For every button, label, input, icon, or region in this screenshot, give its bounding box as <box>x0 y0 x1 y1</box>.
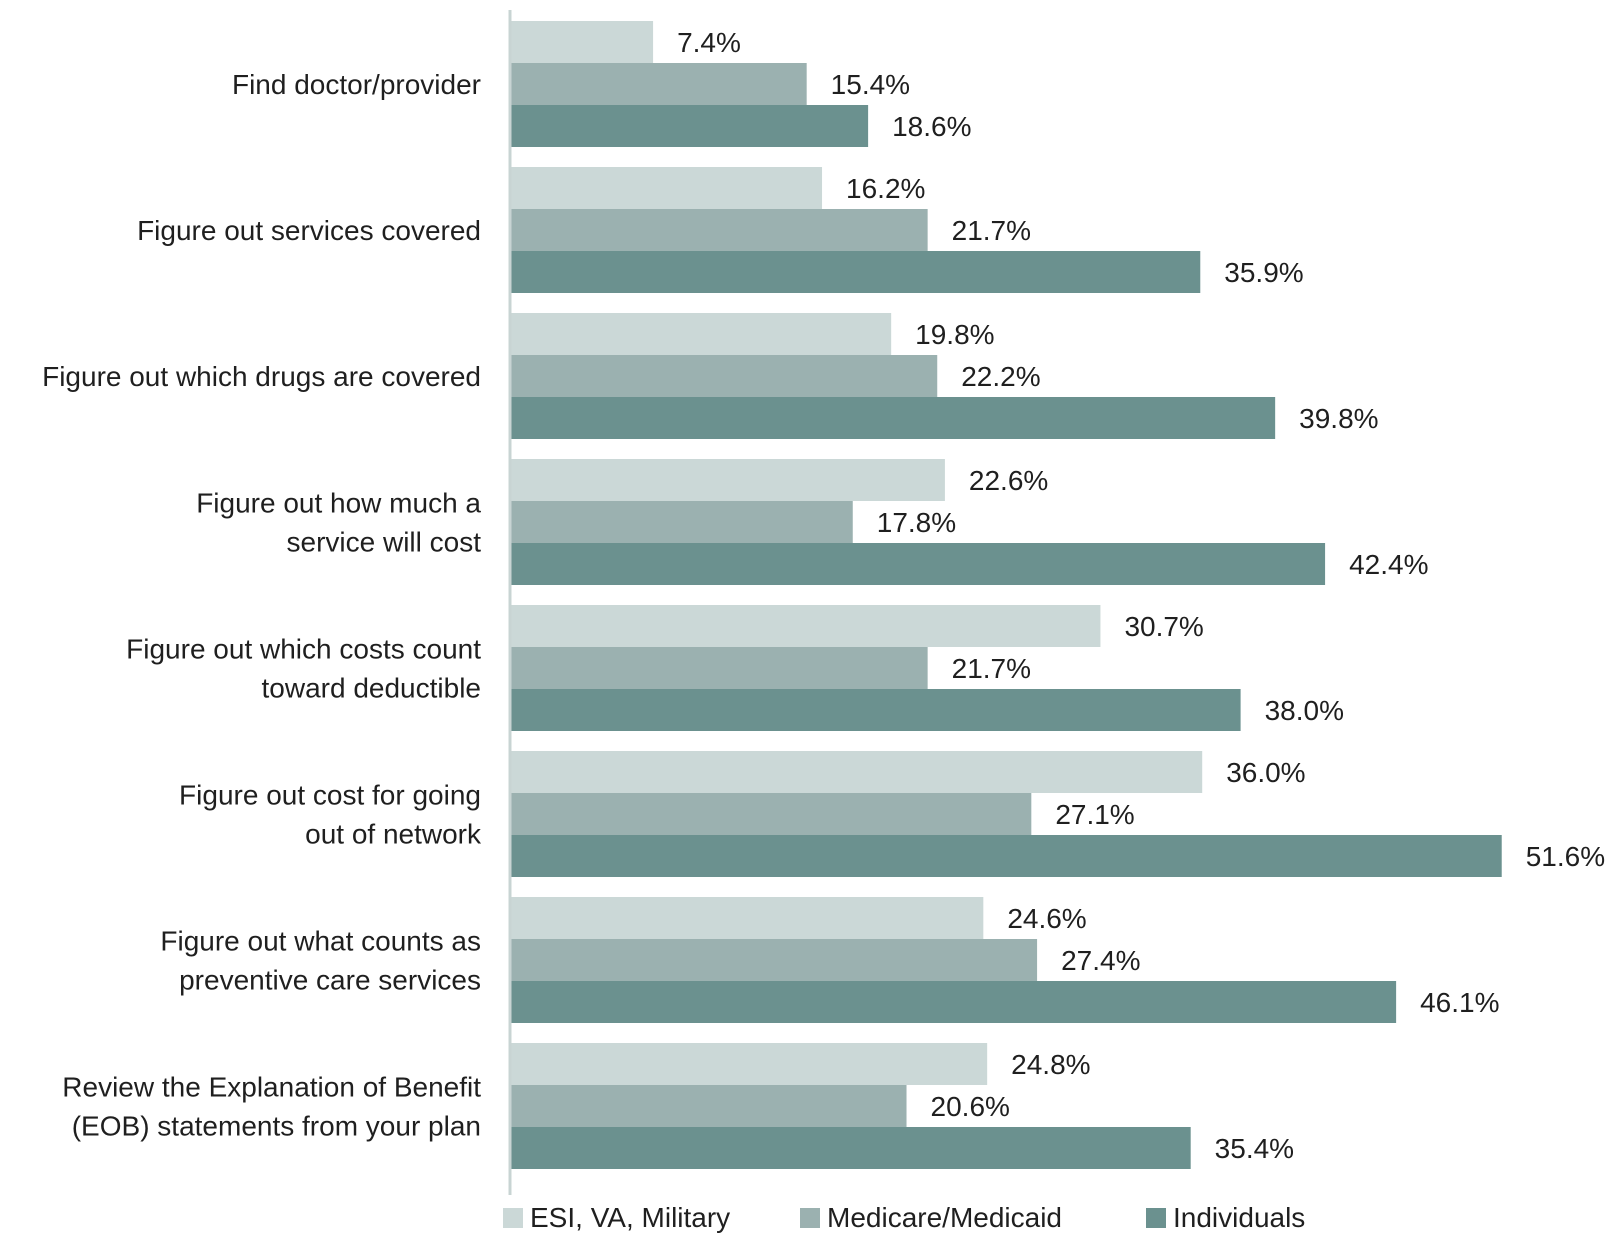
bar-4-series-2 <box>511 501 853 543</box>
bar-5-series-1 <box>511 605 1101 647</box>
value-label-7-series-2: 27.4% <box>1061 945 1140 976</box>
category-label-3: Figure out which drugs are covered <box>42 361 481 392</box>
bar-3-series-3 <box>511 397 1276 439</box>
category-label-4-line-1: Figure out how much a <box>196 488 481 519</box>
category-label-5-line-1: Figure out which costs count <box>126 634 481 665</box>
value-label-8-series-1: 24.8% <box>1011 1049 1090 1080</box>
bar-8-series-1 <box>511 1043 988 1085</box>
bar-4-series-1 <box>511 459 945 501</box>
legend: ESI, VA, Military Medicare/Medicaid Indivi… <box>503 1202 1305 1233</box>
category-label-7-line-2: preventive care services <box>179 965 481 996</box>
value-label-6-series-1: 36.0% <box>1226 757 1305 788</box>
value-label-8-series-2: 20.6% <box>931 1091 1010 1122</box>
bar-7-series-1 <box>511 897 984 939</box>
bar-8-series-3 <box>511 1127 1191 1169</box>
category-label-7-line-1: Figure out what counts as <box>160 926 481 957</box>
value-label-8-series-3: 35.4% <box>1215 1133 1294 1164</box>
value-label-3-series-1: 19.8% <box>915 319 994 350</box>
value-label-3-series-2: 22.2% <box>961 361 1040 392</box>
bar-1-series-1 <box>511 21 654 63</box>
legend-label-3: Individuals <box>1173 1202 1305 1233</box>
category-labels-layer: Find doctor/provider Figure out services … <box>42 69 482 1142</box>
category-label-1: Find doctor/provider <box>232 69 481 100</box>
bar-6-series-3 <box>511 835 1502 877</box>
category-label-2: Figure out services covered <box>137 215 481 246</box>
value-label-2-series-3: 35.9% <box>1224 257 1303 288</box>
value-label-4-series-2: 17.8% <box>877 507 956 538</box>
bar-6-series-2 <box>511 793 1032 835</box>
bar-4-series-3 <box>511 543 1326 585</box>
category-label-4-line-2: service will cost <box>287 527 482 558</box>
category-label-5-line-2: toward deductible <box>262 673 481 704</box>
value-label-1-series-1: 7.4% <box>677 27 741 58</box>
value-label-2-series-2: 21.7% <box>952 215 1031 246</box>
value-label-2-series-1: 16.2% <box>846 173 925 204</box>
value-label-4-series-1: 22.6% <box>969 465 1048 496</box>
bar-2-series-1 <box>511 167 823 209</box>
category-label-6-line-1: Figure out cost for going <box>179 780 481 811</box>
bar-3-series-2 <box>511 355 938 397</box>
category-label-8-line-2: (EOB) statements from your plan <box>72 1111 481 1142</box>
value-label-5-series-2: 21.7% <box>952 653 1031 684</box>
value-label-1-series-3: 18.6% <box>892 111 971 142</box>
bar-8-series-2 <box>511 1085 907 1127</box>
value-label-5-series-1: 30.7% <box>1124 611 1203 642</box>
value-labels-layer: 7.4% 15.4% 18.6% 16.2% 21.7% 35.9% 19.8% 22.2% 3… <box>677 27 1605 1164</box>
value-label-4-series-3: 42.4% <box>1349 549 1428 580</box>
bars-layer <box>511 21 1502 1169</box>
bar-7-series-3 <box>511 981 1397 1023</box>
legend-swatch-2 <box>800 1208 820 1228</box>
category-label-8-line-1: Review the Explanation of Benefit <box>62 1072 481 1103</box>
value-label-6-series-3: 51.6% <box>1526 841 1605 872</box>
bar-1-series-3 <box>511 105 869 147</box>
bar-5-series-3 <box>511 689 1241 731</box>
legend-swatch-1 <box>503 1208 523 1228</box>
value-label-7-series-3: 46.1% <box>1420 987 1499 1018</box>
bar-2-series-2 <box>511 209 928 251</box>
value-label-5-series-3: 38.0% <box>1265 695 1344 726</box>
bar-3-series-1 <box>511 313 892 355</box>
legend-label-2: Medicare/Medicaid <box>827 1202 1062 1233</box>
value-label-1-series-2: 15.4% <box>831 69 910 100</box>
value-label-7-series-1: 24.6% <box>1007 903 1086 934</box>
bar-1-series-2 <box>511 63 807 105</box>
value-label-3-series-3: 39.8% <box>1299 403 1378 434</box>
legend-label-1: ESI, VA, Military <box>530 1202 730 1233</box>
legend-swatch-3 <box>1146 1208 1166 1228</box>
bar-7-series-2 <box>511 939 1038 981</box>
bar-5-series-2 <box>511 647 928 689</box>
category-label-6-line-2: out of network <box>305 819 482 850</box>
bar-6-series-1 <box>511 751 1203 793</box>
bar-2-series-3 <box>511 251 1201 293</box>
value-label-6-series-2: 27.1% <box>1055 799 1134 830</box>
